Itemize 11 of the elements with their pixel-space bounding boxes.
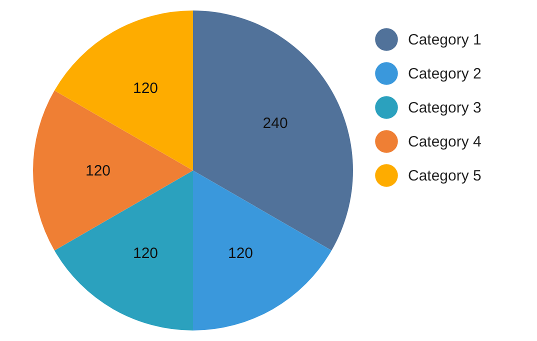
data-label: 240 <box>262 115 288 132</box>
legend-label: Category 5 <box>408 168 482 184</box>
legend-label: Category 2 <box>408 66 482 82</box>
legend-label: Category 4 <box>408 134 482 150</box>
data-label: 120 <box>132 80 158 98</box>
pie-slice <box>193 170 332 330</box>
data-label: 120 <box>85 162 111 180</box>
data-label: 120 <box>132 244 158 262</box>
legend-label: Category 1 <box>408 32 482 48</box>
legend-label: Category 3 <box>408 100 482 116</box>
data-label: 120 <box>228 244 254 262</box>
